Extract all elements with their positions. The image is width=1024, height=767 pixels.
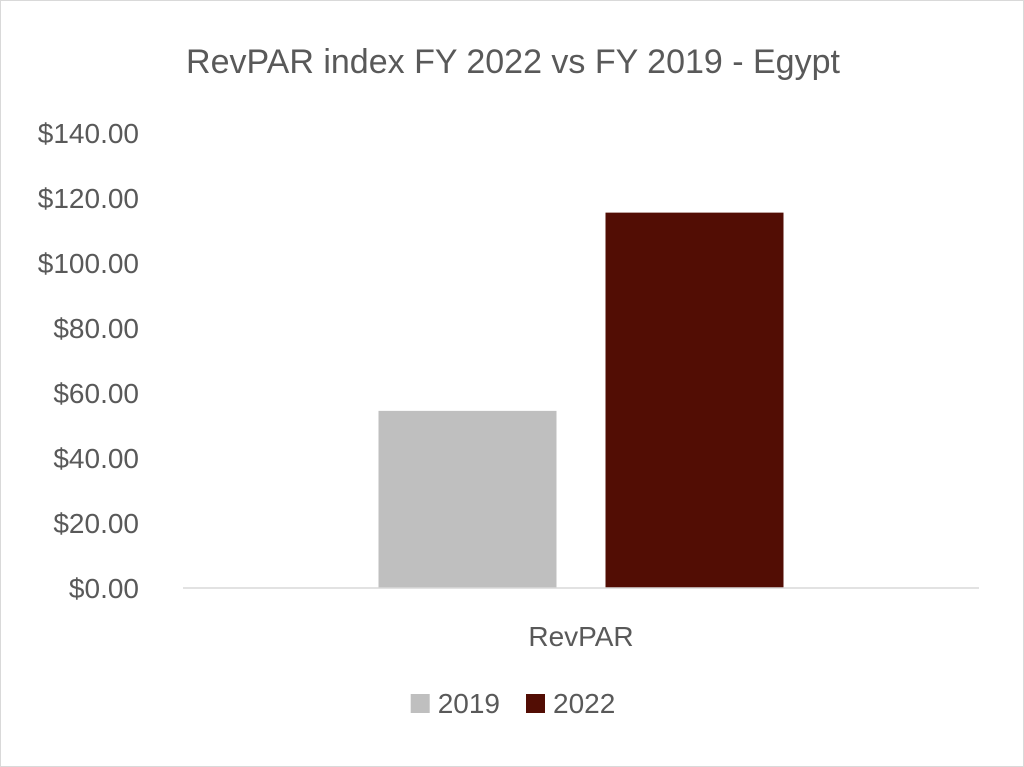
y-tick-label: $80.00 [53, 313, 139, 344]
bar-2019-revpar [378, 410, 557, 588]
y-tick-label: $140.00 [38, 118, 139, 149]
chart-title: RevPAR index FY 2022 vs FY 2019 - Egypt [186, 43, 840, 81]
legend-label: 2022 [553, 688, 615, 719]
legend-label: 2019 [438, 688, 500, 719]
y-tick-label: $40.00 [53, 443, 139, 474]
y-tick-label: $0.00 [69, 573, 139, 604]
bar-2022-revpar [605, 212, 784, 588]
y-tick-label: $100.00 [38, 248, 139, 279]
category-labels: RevPAR [528, 621, 633, 652]
legend-item-2019: 2019 [410, 688, 500, 719]
legend-swatch [526, 694, 545, 713]
y-tick-label: $60.00 [53, 378, 139, 409]
bars [378, 212, 784, 588]
legend: 2019 2022 [410, 688, 615, 719]
y-axis-ticks: $0.00 $20.00 $40.00 $60.00 $80.00 $100.00 $120… [38, 118, 139, 604]
legend-item-2022: 2022 [526, 688, 615, 719]
y-tick-label: $120.00 [38, 183, 139, 214]
legend-swatch [410, 694, 430, 713]
y-tick-label: $20.00 [53, 508, 139, 539]
category-label: RevPAR [528, 621, 633, 652]
